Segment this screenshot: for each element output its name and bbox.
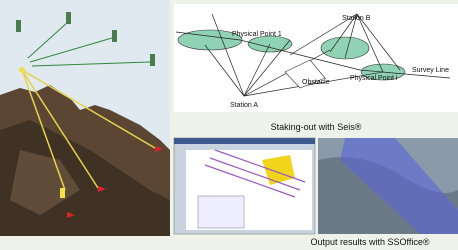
- label: Station A: [230, 102, 258, 109]
- field-photo: [0, 0, 170, 236]
- label: Obstacle: [302, 79, 330, 86]
- caption: Output results with SSOffice®: [310, 237, 429, 247]
- label: Survey Line: [412, 67, 449, 74]
- map-screenshot: [318, 138, 458, 234]
- figure: Physical Point 1 Station B Survey Line O…: [0, 0, 458, 250]
- software-screenshot: [174, 138, 315, 234]
- label: Physical Point 1: [232, 31, 282, 38]
- caption: Staking-out with Seis®: [271, 122, 362, 132]
- label: Station B: [342, 15, 371, 22]
- staking-diagram: Physical Point 1 Station B Survey Line O…: [174, 4, 458, 112]
- label: Physical Point i: [350, 75, 398, 82]
